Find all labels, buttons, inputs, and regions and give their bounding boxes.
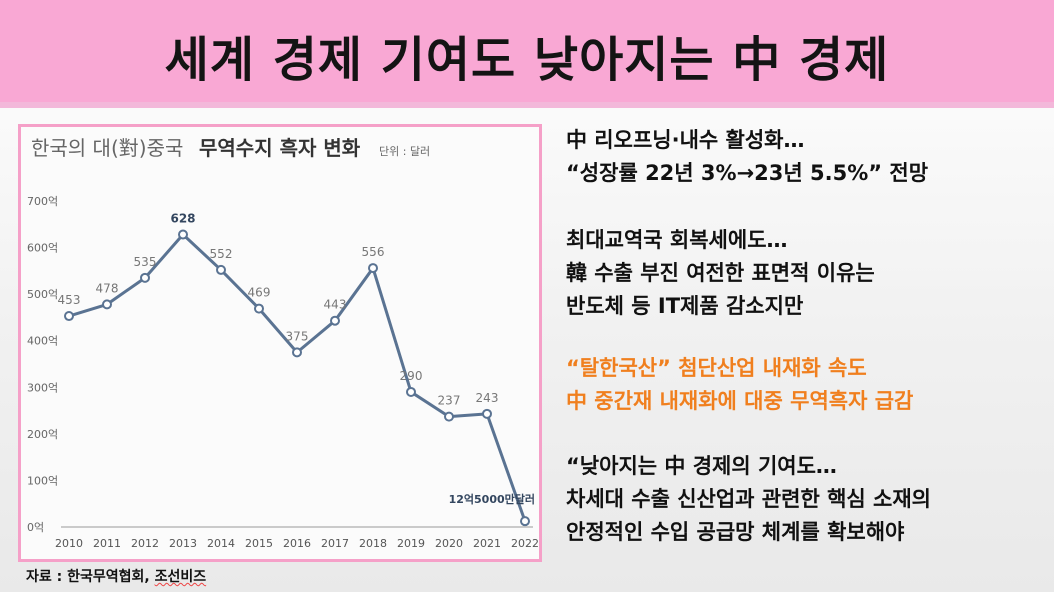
commentary-line: “탈한국산” 첨단산업 내재화 속도	[566, 356, 867, 380]
title-banner: 세계 경제 기여도 낮아지는 中 경제	[0, 0, 1054, 108]
data-point	[444, 411, 454, 422]
x-tick-label: 2013	[169, 537, 197, 550]
x-tick-label: 2019	[397, 537, 425, 550]
data-label: 556	[362, 245, 385, 259]
data-point	[406, 386, 416, 397]
x-tick-label: 2010	[55, 537, 83, 550]
source-prefix: 자료 : 한국무역협회,	[26, 569, 155, 585]
data-point	[520, 516, 530, 527]
data-label: 535	[134, 255, 157, 269]
source-name: 조선비즈	[154, 569, 207, 585]
chart-title-light: 한국의 대(對)중국	[31, 136, 183, 160]
commentary-line: 안정적인 수입 공급망 체계를 확보해야	[566, 520, 905, 544]
data-point	[482, 408, 492, 419]
commentary-line: 최대교역국 회복세에도…	[566, 228, 788, 252]
y-tick-label: 300억	[27, 381, 58, 394]
x-tick-label: 2014	[207, 537, 235, 550]
x-tick-label: 2020	[435, 537, 463, 550]
trade-surplus-line-chart: 한국의 대(對)중국 무역수지 흑자 변화 단위 : 달러 0억 100억 200억…	[27, 136, 539, 550]
data-label: 443	[324, 298, 347, 312]
data-point	[330, 315, 340, 326]
data-point	[178, 229, 188, 240]
x-tick-label: 2015	[245, 537, 273, 550]
commentary-block-2: 최대교역국 회복세에도… 韓 수출 부진 여전한 표면적 이유는 반도체 등 I…	[566, 224, 875, 323]
data-point	[216, 264, 226, 275]
data-label: 552	[210, 247, 233, 261]
x-tick-label: 2017	[321, 537, 349, 550]
commentary-line: “낮아지는 中 경제의 기여도…	[566, 454, 837, 478]
data-point	[292, 347, 302, 358]
y-tick-label: 100억	[27, 474, 58, 487]
data-label: 237	[438, 394, 461, 408]
data-point	[368, 263, 378, 274]
data-label: 453	[58, 293, 81, 307]
data-label: 628	[170, 212, 195, 226]
data-point	[64, 311, 74, 322]
data-point	[254, 303, 264, 314]
x-tick-label: 2012	[131, 537, 159, 550]
y-tick-label: 500억	[27, 288, 58, 301]
y-tick-label: 200억	[27, 428, 58, 441]
commentary-block-1: 中 리오프닝·내수 활성화… “성장률 22년 3%→23년 5.5%” 전망	[566, 124, 928, 190]
data-point	[140, 272, 150, 283]
data-label: 469	[248, 286, 271, 300]
commentary-line: 차세대 수출 신산업과 관련한 핵심 소재의	[566, 487, 931, 511]
data-label: 12억5000만달러	[449, 492, 535, 506]
commentary-block-4: “낮아지는 中 경제의 기여도… 차세대 수출 신산업과 관련한 핵심 소재의 …	[566, 450, 931, 549]
data-label: 375	[286, 329, 309, 343]
y-tick-label: 0억	[27, 521, 44, 534]
y-tick-label: 700억	[27, 195, 58, 208]
commentary-block-3: “탈한국산” 첨단산업 내재화 속도 中 중간재 내재화에 대중 무역흑자 급감	[566, 352, 913, 418]
x-tick-label: 2022	[511, 537, 539, 550]
data-label: 478	[96, 281, 119, 295]
commentary-line: 中 중간재 내재화에 대중 무역흑자 급감	[566, 389, 914, 413]
chart-panel: 한국의 대(對)중국 무역수지 흑자 변화 단위 : 달러 0억 100억 200억…	[18, 124, 542, 562]
x-tick-label: 2021	[473, 537, 501, 550]
x-tick-label: 2011	[93, 537, 121, 550]
y-tick-label: 400억	[27, 335, 58, 348]
data-point	[102, 299, 112, 310]
x-tick-label: 2016	[283, 537, 311, 550]
chart-unit-note: 단위 : 달러	[379, 145, 430, 158]
source-note: 자료 : 한국무역협회, 조선비즈	[26, 566, 206, 586]
x-tick-label: 2018	[359, 537, 387, 550]
slide-title: 세계 경제 기여도 낮아지는 中 경제	[164, 32, 890, 88]
y-tick-label: 600억	[27, 242, 58, 255]
commentary-line: 반도체 등 IT제품 감소지만	[566, 294, 804, 318]
commentary-line: 韓 수출 부진 여전한 표면적 이유는	[566, 261, 875, 285]
series-line	[68, 233, 527, 522]
commentary-line: 中 리오프닝·내수 활성화…	[566, 128, 805, 152]
commentary-line: “성장률 22년 3%→23년 5.5%” 전망	[566, 161, 929, 185]
data-label: 290	[400, 369, 423, 383]
data-label: 243	[476, 391, 499, 405]
chart-title-bold: 무역수지 흑자 변화	[199, 136, 361, 160]
